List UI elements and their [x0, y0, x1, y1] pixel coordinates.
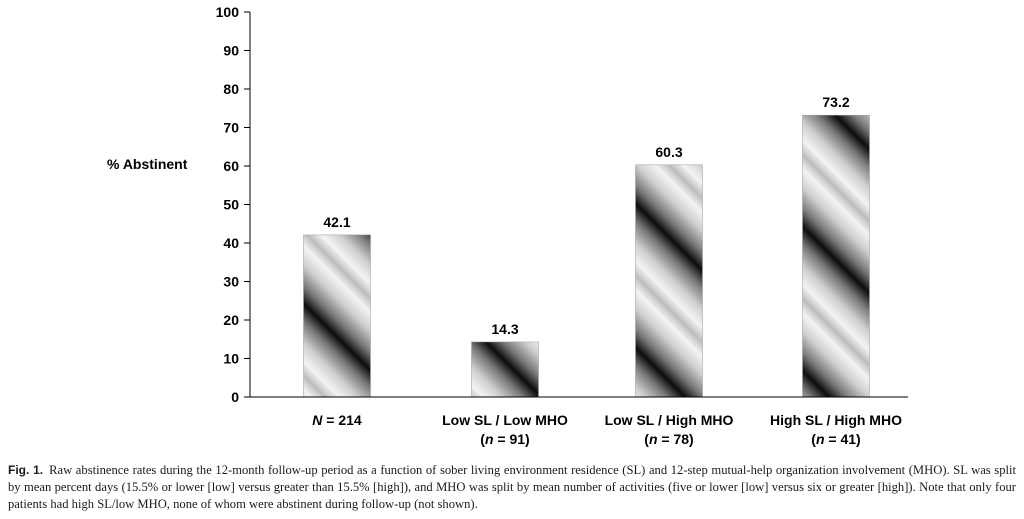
figure-label: Fig. 1. — [8, 463, 44, 477]
y-tick-label: 60 — [223, 158, 239, 174]
y-tick-label: 40 — [223, 235, 239, 251]
x-tick-label-sub: (n = 91) — [480, 431, 529, 447]
y-axis-label: % Abstinent — [107, 156, 188, 172]
bar — [471, 341, 539, 398]
x-tick-label: N = 214 — [312, 412, 362, 428]
x-tick-label-sub: (n = 78) — [644, 431, 693, 447]
y-tick-label: 90 — [223, 43, 239, 59]
x-tick-label: Low SL / High MHO — [605, 412, 734, 428]
x-tick-label: Low SL / Low MHO — [442, 412, 568, 428]
y-axis: 0 10 20 30 40 50 60 70 80 90 100 — [216, 4, 251, 405]
y-tick-label: 100 — [216, 4, 240, 20]
bar — [635, 164, 703, 398]
bar-chart: 0 10 20 30 40 50 60 70 80 90 100 42.1 14.3 60.3 73.2 … — [107, 4, 908, 447]
data-label: 42.1 — [323, 214, 350, 230]
y-tick-label: 80 — [223, 81, 239, 97]
data-label: 60.3 — [655, 144, 682, 160]
x-axis: N = 214 Low SL / Low MHO (n = 91) Low SL / … — [250, 396, 908, 447]
bars: 42.1 14.3 60.3 73.2 — [303, 94, 870, 398]
figure-caption: Fig. 1. Raw abstinence rates during the 1… — [8, 462, 1016, 513]
y-tick-label: 50 — [223, 197, 239, 213]
y-tick-label: 10 — [223, 351, 239, 367]
data-label: 14.3 — [491, 321, 518, 337]
y-tick-label: 0 — [231, 389, 239, 405]
y-tick-label: 30 — [223, 274, 239, 290]
caption-text: Raw abstinence rates during the 12-month… — [8, 463, 1016, 511]
y-tick-label: 20 — [223, 312, 239, 328]
y-tick-label: 70 — [223, 120, 239, 136]
data-label: 73.2 — [822, 94, 849, 110]
bar — [303, 234, 371, 398]
bar — [802, 114, 870, 398]
x-tick-label: High SL / High MHO — [770, 412, 902, 428]
x-tick-label-sub: (n = 41) — [811, 431, 860, 447]
